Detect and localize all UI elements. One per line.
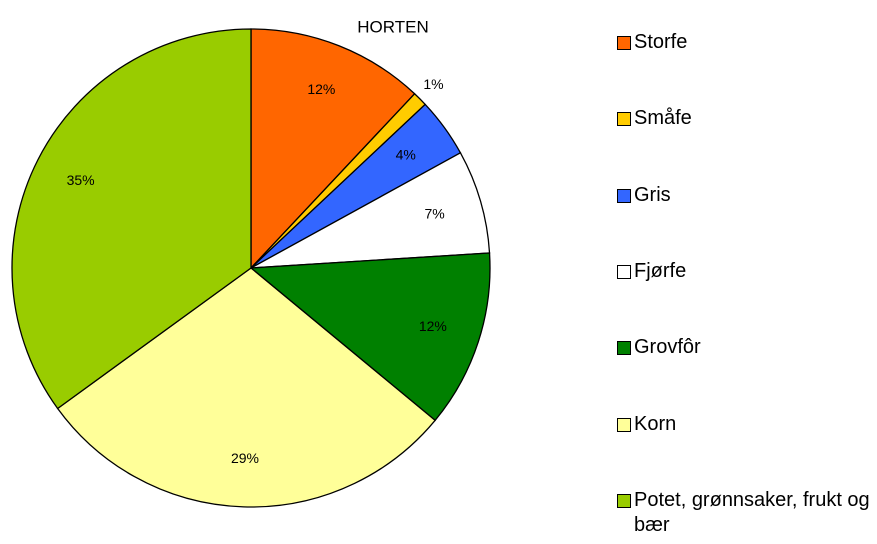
legend-entry: Fjørfe	[617, 259, 877, 284]
legend-entry: Småfe	[617, 106, 877, 131]
legend-label: Fjørfe	[634, 259, 687, 282]
legend-label: Storfe	[634, 31, 688, 53]
data-label: 12%	[307, 81, 335, 97]
legend-label: Småfe	[634, 107, 692, 130]
data-label: 12%	[419, 318, 447, 334]
legend-swatch	[617, 341, 631, 356]
pie-slice	[250, 28, 416, 270]
legend-entry: Grovfôr	[617, 335, 877, 360]
pie-slice	[250, 151, 491, 269]
data-label: 29%	[231, 450, 259, 466]
legend-label: Potet, grønnsaker, frukt og bær	[634, 488, 870, 536]
legend-swatch	[617, 188, 631, 203]
data-label: 4%	[396, 146, 416, 162]
legend-swatch	[617, 264, 631, 279]
pie-slice	[56, 267, 437, 508]
legend-entry: Storfe	[617, 30, 877, 55]
legend-entry: Korn	[617, 412, 877, 437]
legend-swatch	[617, 417, 631, 432]
legend-entry: Potet, grønnsaker, frukt og bær	[617, 488, 877, 538]
legend-swatch	[617, 36, 631, 50]
pie-slice	[249, 252, 491, 422]
legend-entry: Gris	[617, 183, 877, 208]
data-label: 1%	[423, 76, 443, 92]
chart-title: HORTEN	[357, 17, 428, 36]
pie-slice	[11, 28, 252, 410]
legend-label: Korn	[634, 412, 677, 435]
legend-label: Grovfôr	[634, 336, 701, 359]
data-label: 35%	[67, 172, 95, 188]
legend-swatch	[617, 493, 631, 508]
data-label: 7%	[424, 205, 444, 221]
legend-label: Gris	[634, 183, 671, 206]
legend-swatch	[617, 112, 631, 127]
